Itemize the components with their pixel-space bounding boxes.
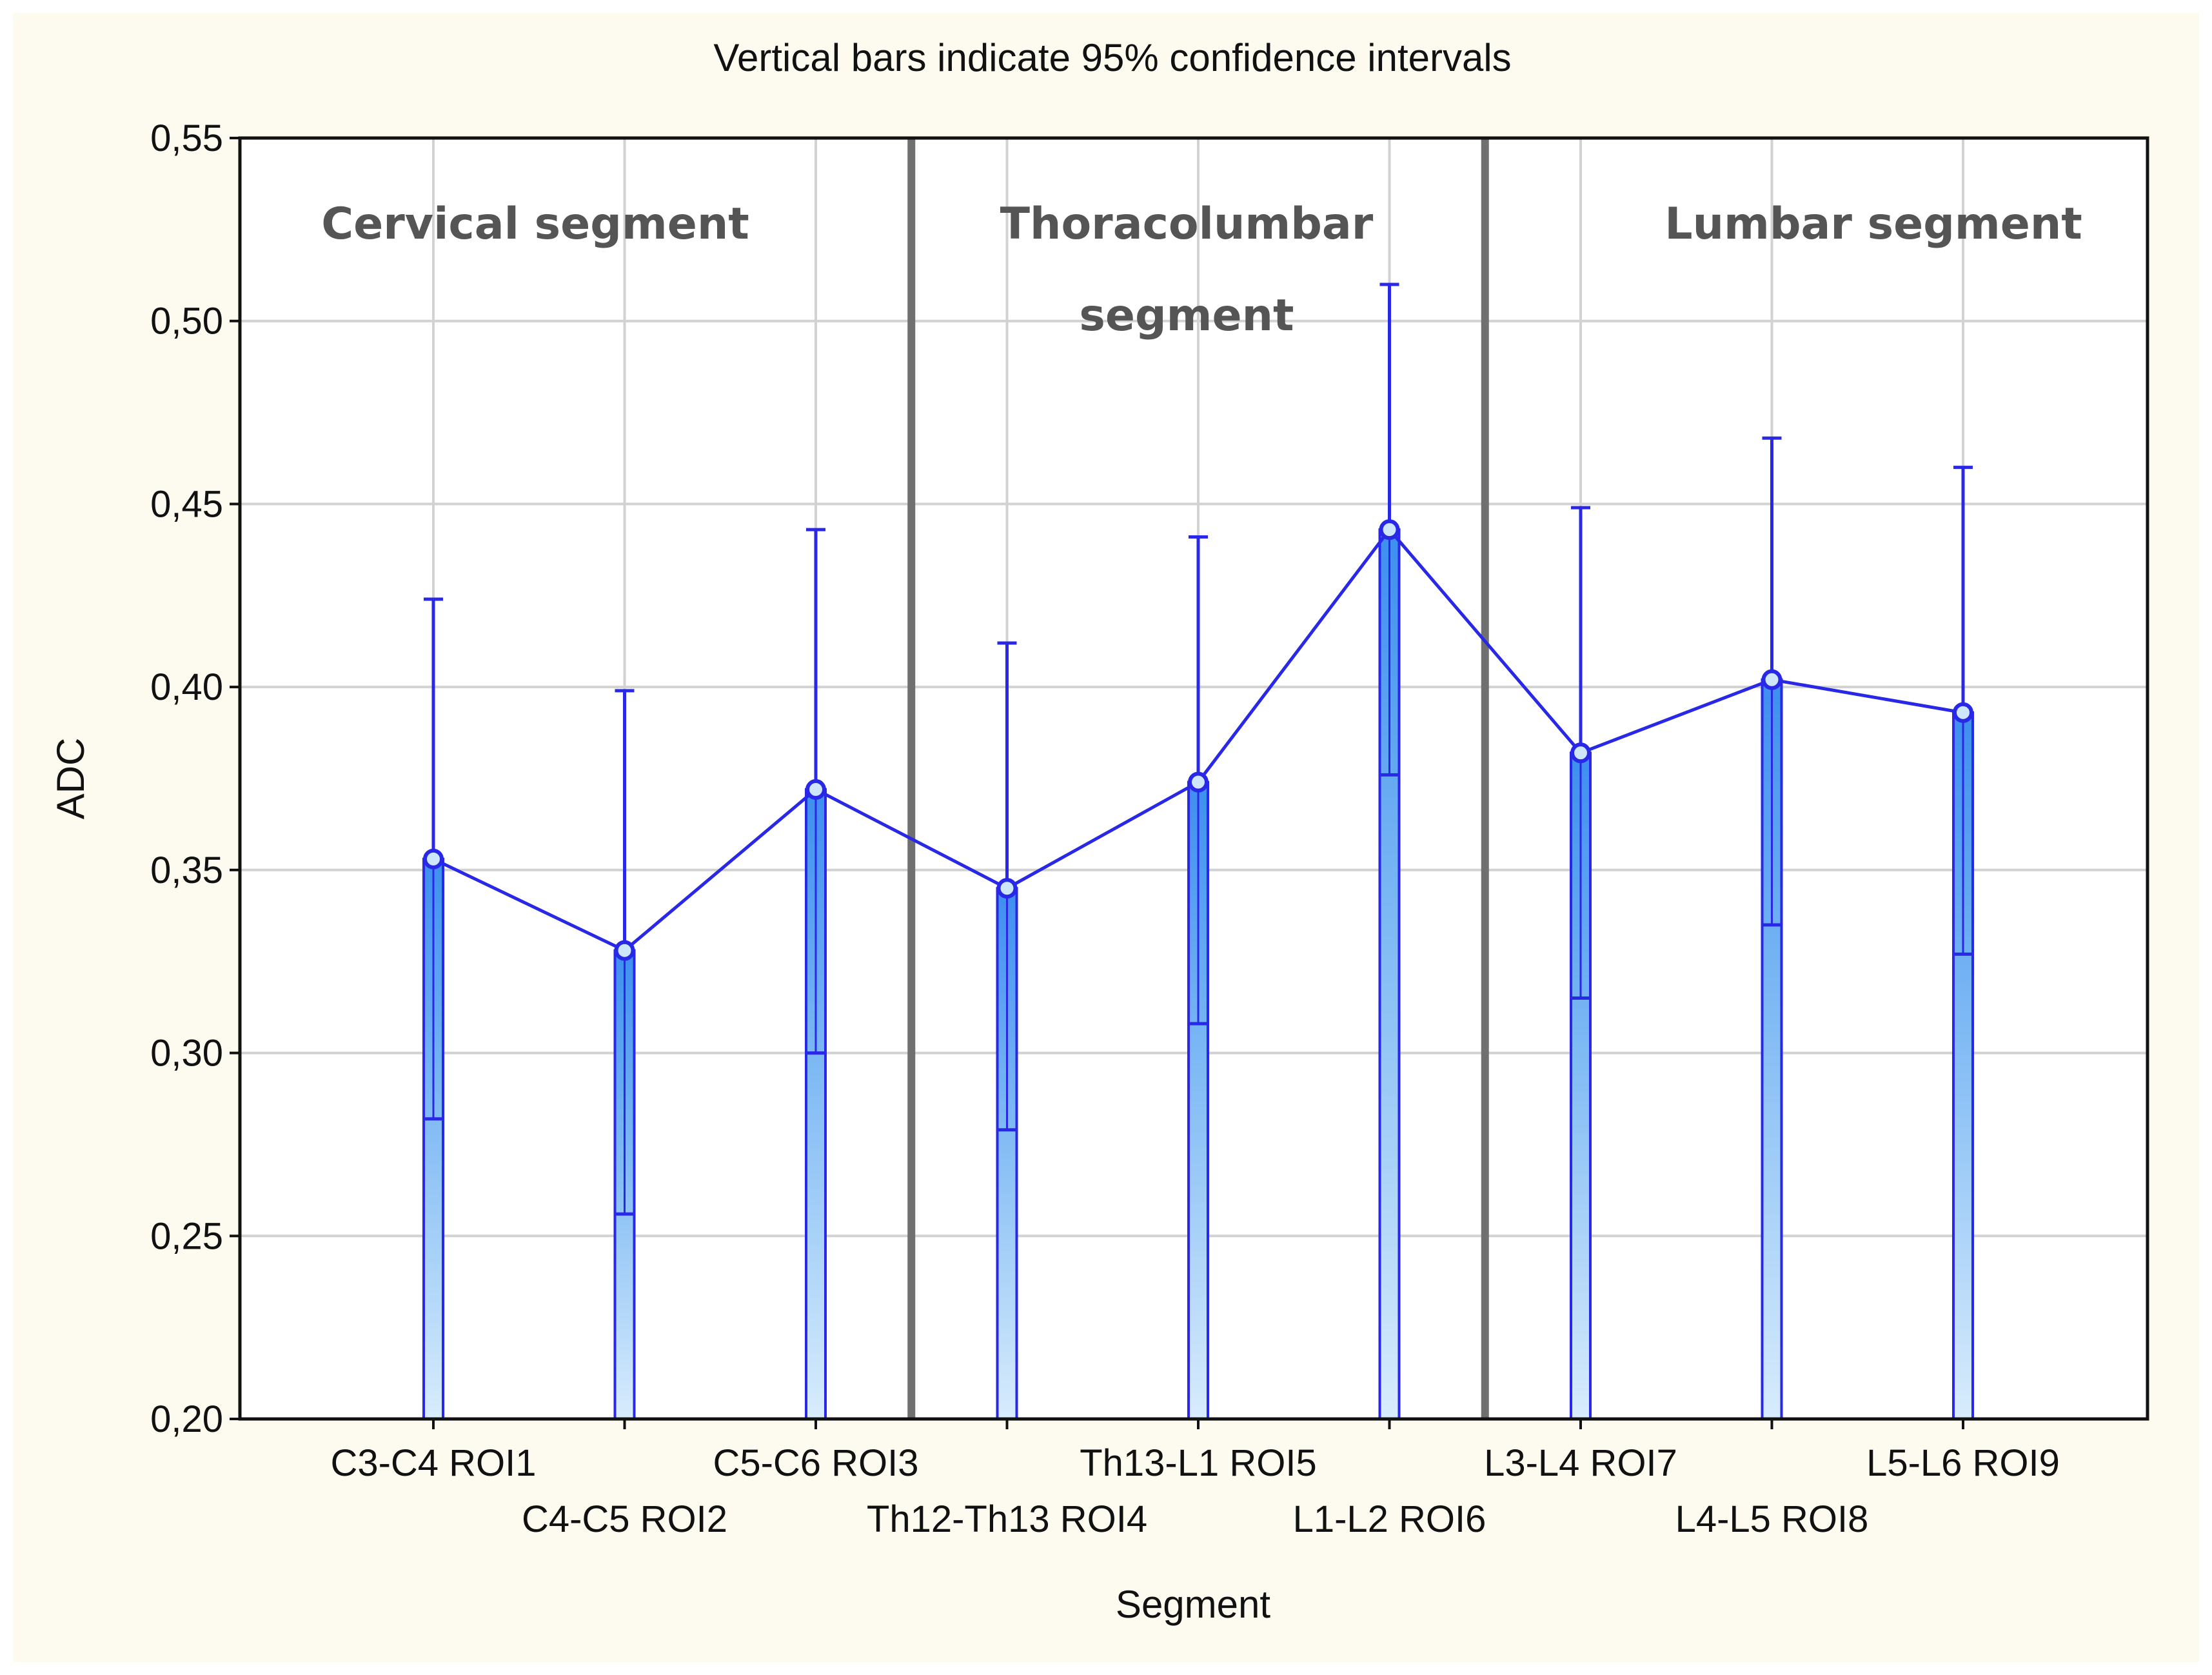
y-tick-label: 0,45 — [150, 483, 223, 525]
x-axis-title: Segment — [1116, 1583, 1270, 1626]
segment-label: segment — [1079, 290, 1294, 341]
segment-label: Thoracolumbar — [1000, 199, 1374, 250]
y-tick-label: 0,40 — [150, 666, 223, 708]
mean-point — [1953, 702, 1973, 723]
y-tick-label: 0,50 — [150, 301, 223, 342]
y-tick-label: 0,25 — [150, 1215, 223, 1257]
chart-frame: Vertical bars indicate 95% confidence in… — [13, 13, 2199, 1662]
plot-border — [238, 136, 2149, 1421]
x-tick-label: L5-L6 ROI9 — [1866, 1442, 2060, 1484]
segment-label: Cervical segment — [321, 199, 749, 250]
x-tick-label: L4-L5 ROI8 — [1675, 1498, 1869, 1540]
segment-label: Lumbar segment — [1664, 199, 2082, 250]
mean-point — [1570, 742, 1591, 764]
y-axis-title: ADC — [49, 738, 92, 820]
y-tick-label: 0,55 — [150, 117, 223, 159]
y-axis-ticks: 0,20 0,25 0,30 0,35 0,40 0,45 0,50 0,55 — [150, 117, 240, 1440]
y-tick-label: 0,35 — [150, 849, 223, 891]
confidence-intervals — [424, 282, 1973, 951]
mean-point — [1188, 771, 1209, 793]
mean-points — [423, 519, 1973, 961]
x-tick-label: C3-C4 ROI1 — [330, 1442, 536, 1484]
segment-labels: Cervical segment Thoracolumbar segment Lumb… — [321, 199, 2082, 341]
x-tick-label: C5-C6 ROI3 — [713, 1442, 918, 1484]
mean-point — [805, 779, 826, 800]
mean-point — [1761, 669, 1782, 690]
chart-title: Vertical bars indicate 95% confidence in… — [713, 36, 1511, 79]
y-tick-label: 0,20 — [150, 1398, 223, 1440]
x-tick-label: Th13-L1 ROI5 — [1080, 1442, 1317, 1484]
mean-point — [1379, 519, 1400, 540]
x-tick-label: L1-L2 ROI6 — [1293, 1498, 1486, 1540]
mean-point — [614, 940, 635, 961]
y-tick-label: 0,30 — [150, 1033, 223, 1075]
x-tick-label: C4-C5 ROI2 — [522, 1498, 727, 1540]
x-axis-ticks: C3-C4 ROI1 C4-C5 ROI2 C5-C6 ROI3 Th12-Th13 … — [330, 1419, 2060, 1540]
x-tick-label: Th12-Th13 ROI4 — [867, 1498, 1147, 1540]
segment-dividers — [907, 138, 1489, 1419]
ci-line-chart: Vertical bars indicate 95% confidence in… — [49, 36, 2149, 1626]
mean-point — [423, 848, 444, 869]
x-tick-label: L3-L4 ROI7 — [1484, 1442, 1677, 1484]
mean-point — [996, 878, 1018, 899]
